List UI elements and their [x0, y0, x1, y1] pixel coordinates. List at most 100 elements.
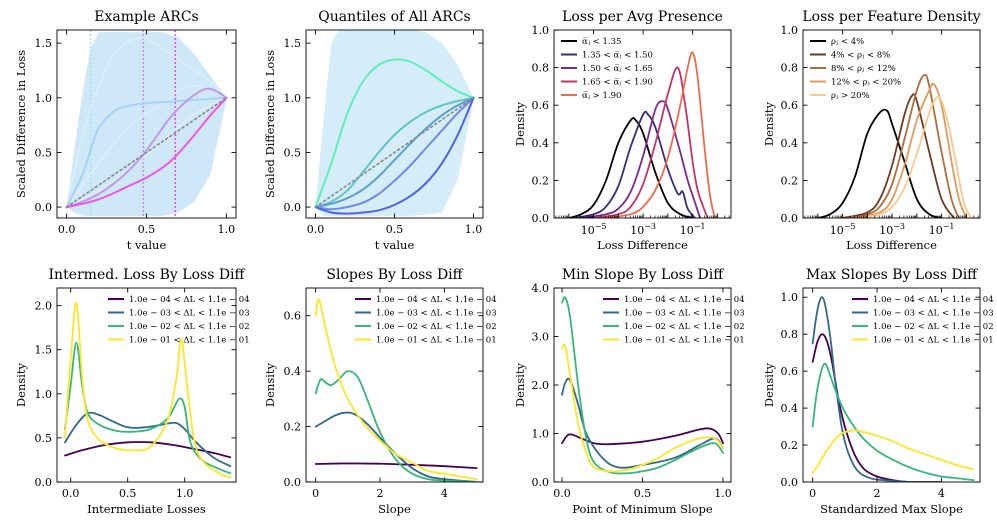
y-tick-label: 0.6 [781, 365, 799, 378]
series-4-8--line [841, 93, 955, 218]
x-ticks: 0.0 0.5 1.0 [62, 288, 194, 500]
y-tick-label: 0.2 [284, 421, 302, 434]
series-1-0e-03-l-1-1e-03-line [811, 296, 943, 482]
chart-title: Loss per Avg Presence [562, 9, 723, 25]
series-1-65-1-90-line [592, 66, 709, 218]
legend-label: α̅ⱼ < 1.35 [582, 37, 621, 47]
legend-label: 1.65 < α̅ⱼ < 1.90 [582, 78, 653, 88]
x-ticks: 0.0 0.5 1.0 [553, 288, 732, 500]
chart-title: Example ARCs [94, 9, 198, 25]
y-tick-label: 2.0 [532, 379, 550, 392]
x-tick-label: 0.0 [307, 223, 325, 236]
legend: 1.0e − 04 < ΔL < 1.1e − 04 1.0e − 03 < ΔL… [603, 295, 745, 346]
chart-title: Min Slope By Loss Diff [562, 267, 724, 283]
legend-label: 1.0e − 02 < ΔL < 1.1e − 02 [376, 322, 497, 332]
y-tick-label: 0.0 [532, 212, 550, 225]
series-1-0e-03-l-1-1e-03-line [64, 411, 232, 467]
y-axis-label: Density [263, 362, 277, 407]
series-arc-lavender-line [65, 87, 228, 209]
panel-p1: 0.0 0.5 1.0 0.0 0.5 1.0 1.5 Example ARCs t value… [14, 9, 237, 252]
legend-label: 12% < ρⱼ < 20% [831, 78, 901, 88]
y-tick-label: 0.5 [35, 146, 53, 159]
y-tick-label: 2.0 [35, 300, 53, 313]
x-tick-label: 1.0 [714, 487, 732, 500]
x-axis-label: t value [127, 238, 167, 252]
panel-p3: 10−5 10−3 10−1 0.0 0.2 0.4 0.6 0.8 1.0 Loss per A… [513, 9, 732, 252]
y-tick-label: 3.0 [532, 331, 550, 344]
y-ticks: 0.0 1.0 2.0 3.0 4.0 [532, 282, 731, 489]
x-tick-label: 10−1 [929, 222, 955, 237]
x-axis-label: Loss Difference [846, 238, 937, 252]
y-tick-label: 0.2 [781, 439, 799, 452]
axes-frame [56, 287, 237, 483]
plot-area [817, 73, 973, 218]
series-q-steel-line [314, 96, 475, 209]
series-1-0e-01-l-1-1e-01-line [64, 302, 232, 479]
legend-label: 1.0e − 04 < ΔL < 1.1e − 04 [873, 295, 994, 305]
y-tick-label: 0.6 [532, 99, 550, 112]
series--1-35-line [568, 117, 694, 218]
x-tick-label: 1.0 [176, 487, 194, 500]
y-axis-label: Density [762, 101, 776, 146]
panel-p7: 0.0 0.5 1.0 0.0 1.0 2.0 3.0 4.0 Min Slope By Los… [513, 267, 745, 516]
series-faint-1-line [66, 37, 227, 208]
x-tick-label: 0 [809, 487, 816, 500]
plot-area [568, 51, 716, 218]
series-1-0e-01-l-1-1e-01-line [314, 298, 478, 481]
series-1-35-1-50-line [572, 110, 696, 218]
legend-label: 1.0e − 01 < ΔL < 1.1e − 01 [873, 336, 994, 346]
x-tick-label: 10−3 [879, 222, 905, 237]
legend-label: ρⱼ < 4% [831, 37, 864, 47]
legend-label: 1.0e − 04 < ΔL < 1.1e − 04 [624, 295, 745, 305]
x-tick-label: 0.5 [138, 223, 156, 236]
y-tick-label: 1.0 [284, 92, 302, 105]
legend-label: 1.0e − 04 < ΔL < 1.1e − 04 [376, 295, 497, 305]
chart-title: Intermed. Loss By Loss Diff [49, 267, 246, 283]
x-tick-label: 0.0 [58, 223, 76, 236]
x-axis-label: Intermediate Losses [87, 502, 206, 516]
y-ticks: 0.0 0.5 1.0 1.5 [284, 37, 483, 214]
y-tick-label: 0.4 [284, 365, 302, 378]
y-tick-label: 0.4 [781, 402, 799, 415]
y-ticks: 0.0 0.5 1.0 1.5 [35, 37, 236, 214]
chart-title: Max Slopes By Loss Diff [806, 267, 978, 283]
legend-label: α̅ⱼ > 1.90 [582, 91, 621, 101]
legend-label: 1.0e − 03 < ΔL < 1.1e − 03 [873, 309, 994, 319]
x-tick-label: 1.0 [218, 223, 236, 236]
legend-label: ρⱼ > 20% [831, 91, 870, 101]
y-axis-label: Scaled Difference in Loss [263, 50, 277, 198]
series-1-0e-04-l-1-1e-04-line [64, 441, 232, 459]
x-tick-label: 4 [441, 487, 448, 500]
plot-area [65, 30, 228, 218]
x-ticks: 0 2 4 [312, 288, 448, 500]
y-tick-label: 0.2 [532, 174, 550, 187]
legend: α̅ⱼ < 1.35 1.35 < α̅ⱼ < 1.50 1.50 < α̅ⱼ < … [561, 37, 653, 101]
y-tick-label: 1.0 [35, 92, 53, 105]
legend: 1.0e − 04 < ΔL < 1.1e − 04 1.0e − 03 < ΔL… [108, 295, 250, 346]
x-tick-label: 0.5 [119, 487, 137, 500]
x-tick-label: 2 [377, 487, 384, 500]
series-1-0e-02-l-1-1e-02-line [561, 296, 724, 475]
series-diagonal-line [314, 97, 475, 208]
legend-label: 1.0e − 04 < ΔL < 1.1e − 04 [129, 295, 250, 305]
x-tick-label: 4 [938, 487, 945, 500]
series-1-0e-04-l-1-1e-04-line [561, 427, 724, 446]
series--1-90-line [605, 51, 716, 218]
y-tick-label: 0.6 [284, 310, 302, 323]
y-ticks: 0.0 0.2 0.4 0.6 [284, 310, 483, 489]
y-tick-label: 0.6 [781, 99, 799, 112]
quantile-band [66, 32, 227, 216]
legend-label: 1.0e − 01 < ΔL < 1.1e − 01 [129, 336, 250, 346]
y-tick-label: 0.0 [35, 201, 53, 214]
plot-area [561, 296, 724, 475]
legend-label: 1.0e − 01 < ΔL < 1.1e − 01 [376, 336, 497, 346]
y-tick-label: 0.4 [781, 137, 799, 150]
y-tick-label: 1.5 [284, 37, 302, 50]
series-q-cornflower-line [314, 96, 475, 211]
y-ticks: 0.0 0.2 0.4 0.6 0.8 1.0 [532, 24, 731, 225]
y-axis-label: Density [513, 101, 527, 146]
x-ticks: 0.0 0.5 1.0 [307, 30, 482, 236]
x-ticks: 0 2 4 [809, 288, 945, 500]
